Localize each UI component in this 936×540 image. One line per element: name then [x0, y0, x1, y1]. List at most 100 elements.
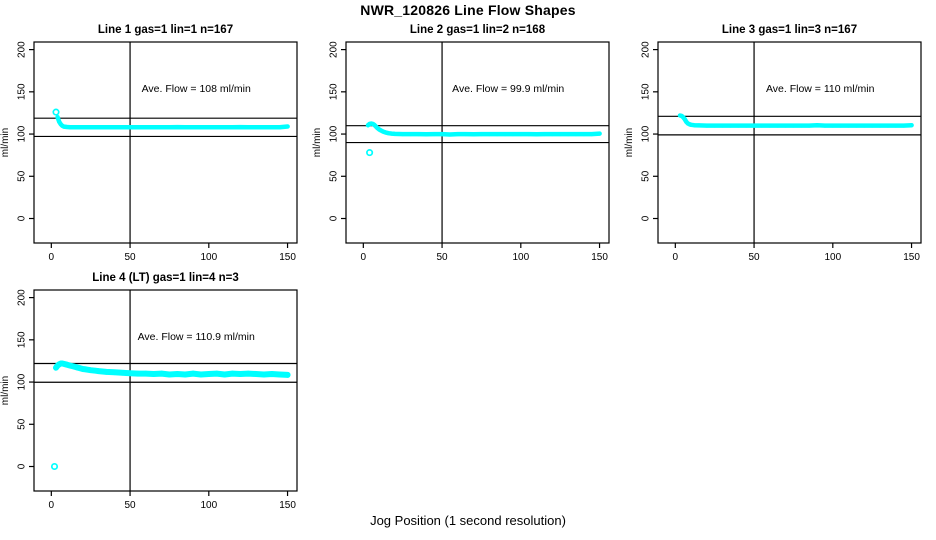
data-point	[744, 123, 749, 128]
annotation-ave-flow: Ave. Flow = 108 ml/min	[142, 83, 251, 95]
x-tick-label: 100	[200, 500, 217, 511]
data-point	[87, 367, 94, 373]
y-tick-label: 0	[17, 215, 28, 221]
y-tick-label: 0	[329, 215, 340, 221]
data-point	[284, 372, 291, 378]
y-axis: 0 50 100 150 200	[641, 41, 658, 221]
data-series	[55, 114, 290, 130]
data-point	[214, 125, 219, 130]
data-point	[128, 125, 133, 130]
data-point	[581, 132, 586, 137]
subplot-line-3-svg: Line 3 gas=1 lin=3 n=167 0 50 100 150 0 50 100 1…	[624, 24, 922, 263]
data-point	[383, 130, 388, 135]
data-point	[254, 125, 259, 130]
x-axis: 0 50 100 150	[673, 243, 920, 263]
subplot-line-2: Line 2 gas=1 lin=2 n=168 0 50 100 150 0 50 100 1…	[312, 18, 624, 270]
data-point	[479, 132, 484, 137]
y-tick-label: 150	[17, 331, 28, 348]
chart-title: NWR_120826 Line Flow Shapes	[360, 2, 576, 18]
data-point	[503, 132, 508, 137]
y-tick-label: 150	[641, 83, 652, 100]
data-point	[689, 122, 694, 127]
data-point	[80, 125, 85, 130]
subplot-line-2-svg: Line 2 gas=1 lin=2 n=168 0 50 100 150 0 50 100 1…	[312, 24, 610, 263]
data-point	[238, 125, 243, 130]
data-point	[589, 132, 594, 137]
data-point	[878, 123, 883, 128]
data-point	[400, 132, 405, 137]
data-series	[365, 121, 602, 137]
plot-box	[657, 41, 922, 244]
data-point	[712, 123, 717, 128]
data-point	[175, 125, 180, 130]
data-point	[791, 123, 796, 128]
y-tick-label: 0	[17, 463, 28, 469]
data-point	[870, 123, 875, 128]
data-point	[237, 371, 244, 377]
data-point	[799, 123, 804, 128]
x-tick-label: 100	[512, 252, 529, 263]
data-point	[159, 125, 164, 130]
y-axis: 0 50 100 150 200	[329, 41, 346, 221]
y-tick-label: 100	[17, 125, 28, 142]
y-tick-label: 200	[17, 41, 28, 58]
data-point	[696, 123, 701, 128]
data-point	[692, 123, 697, 128]
data-series	[53, 360, 291, 378]
data-point	[392, 131, 397, 136]
data-point	[487, 132, 492, 137]
data-point	[261, 371, 267, 378]
subplot-line-4: Line 4 (LT) gas=1 lin=4 n=3 0 50 100 150 0 50 1…	[0, 266, 312, 518]
plot-box	[33, 289, 298, 492]
data-point	[550, 132, 555, 137]
data-point	[112, 125, 117, 130]
data-point	[166, 371, 173, 378]
outlier-point	[366, 149, 374, 157]
data-point	[111, 369, 118, 376]
data-point	[229, 370, 236, 377]
x-tick-label: 100	[824, 252, 841, 263]
data-point	[783, 123, 788, 128]
data-point	[416, 132, 421, 137]
data-point	[190, 370, 196, 377]
data-point	[245, 370, 251, 377]
data-point	[534, 132, 539, 137]
data-point	[854, 123, 859, 128]
x-tick-label: 0	[361, 252, 367, 263]
annotation-ave-flow: Ave. Flow = 110 ml/min	[766, 83, 875, 95]
y-tick-label: 100	[17, 373, 28, 390]
data-point	[463, 132, 468, 137]
data-point	[269, 371, 275, 377]
data-point	[822, 123, 827, 128]
data-point	[104, 125, 109, 130]
data-point	[432, 132, 437, 137]
data-point	[495, 132, 500, 137]
data-point	[862, 123, 867, 128]
subplot-title: Line 1 gas=1 lin=1 n=167	[98, 24, 233, 36]
data-point	[135, 370, 141, 377]
y-axis-label: ml/min	[624, 128, 635, 157]
data-point	[510, 132, 515, 137]
y-tick-label: 50	[17, 418, 28, 430]
y-tick-label: 50	[329, 170, 340, 182]
y-tick-label: 150	[17, 83, 28, 100]
subplot-title: Line 2 gas=1 lin=2 n=168	[410, 24, 546, 36]
y-tick-label: 0	[641, 215, 652, 221]
data-point	[127, 370, 133, 376]
subplot-line-4-svg: Line 4 (LT) gas=1 lin=4 n=3 0 50 100 150 0 50 1…	[0, 272, 298, 511]
y-tick-label: 200	[641, 41, 652, 58]
data-point	[213, 370, 220, 377]
data-point	[183, 125, 188, 130]
data-point	[65, 125, 70, 129]
data-point	[807, 123, 812, 128]
data-point	[277, 125, 282, 130]
y-tick-label: 200	[17, 289, 28, 306]
data-point	[88, 125, 93, 130]
data-point	[838, 123, 843, 128]
data-point	[198, 125, 203, 130]
data-point	[597, 131, 602, 136]
y-axis: 0 50 100 150 200	[17, 289, 34, 469]
data-point	[83, 366, 89, 373]
data-point	[767, 123, 772, 128]
subplot-title: Line 4 (LT) gas=1 lin=4 n=3	[92, 272, 238, 284]
